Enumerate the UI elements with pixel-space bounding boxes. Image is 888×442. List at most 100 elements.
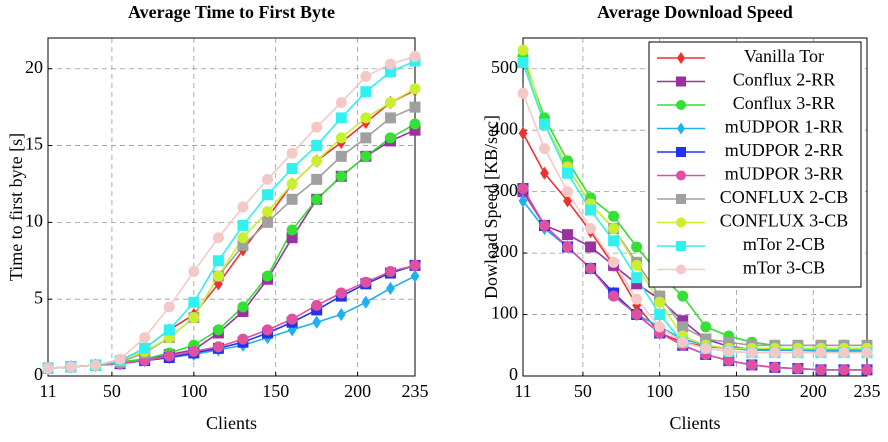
x-tick-label: 235 [402,381,429,401]
x-tick-label: 11 [514,381,531,401]
marker [700,342,712,354]
marker [631,309,643,321]
marker [286,224,298,236]
x-tick-label: 235 [854,381,881,401]
marker [723,345,735,357]
marker [409,101,421,113]
marker [539,118,550,130]
marker [188,296,200,308]
marker [212,232,224,244]
marker [311,173,323,185]
y-tick-label: 20 [25,57,43,77]
marker [360,132,372,144]
series-line [522,93,867,354]
marker [746,359,758,371]
marker [654,321,666,333]
marker [838,347,850,359]
marker [361,295,371,309]
legend-marker [676,76,686,87]
legend-marker [676,241,686,251]
y-tick-label: 500 [491,57,518,77]
marker [90,359,102,371]
marker [286,178,298,190]
series-line [47,129,416,370]
y-tick-label: 15 [25,134,43,154]
marker [311,299,323,311]
marker [540,166,549,180]
marker [654,290,666,302]
marker [631,241,643,253]
x-tick-label: 200 [344,381,371,401]
x-tick-label: 50 [574,381,592,401]
marker [654,309,666,321]
marker [237,219,249,231]
marker [539,219,550,231]
marker [585,241,597,253]
marker [769,347,781,359]
marker [518,126,528,140]
legend-label: mUDPOR 2-RR [725,140,844,160]
marker [262,216,274,228]
legend-marker [677,122,685,135]
x-tick-label: 150 [723,381,750,401]
marker [585,223,597,235]
legend-label: CONFLUX 2-CB [720,187,849,207]
marker [384,58,396,70]
marker [861,347,873,359]
marker [409,124,421,136]
marker [212,324,224,336]
y-tick-label: 5 [34,287,43,307]
series-line [47,88,416,370]
marker [262,270,274,282]
legend-label: Conflux 2-RR [733,70,836,90]
marker [286,232,298,244]
y-axis-label: Time to first byte [s] [6,133,26,281]
marker [631,293,643,305]
marker [700,321,712,333]
marker [335,112,347,124]
marker [237,232,249,244]
marker [188,345,200,357]
legend-marker [676,194,686,204]
y-tick-label: 10 [25,210,43,230]
y-tick-label: 400 [491,118,518,138]
marker [608,223,620,235]
marker [163,324,175,336]
marker [384,266,396,278]
marker [311,193,323,205]
x-axis-label: Clients [206,413,257,433]
marker [562,229,574,241]
legend-marker [677,52,685,64]
marker [654,296,666,308]
marker [631,259,643,271]
marker [677,315,689,327]
marker [409,83,421,95]
marker [677,336,689,348]
marker [746,347,758,359]
y-tick-label: 100 [491,303,518,323]
plot-frame [47,37,416,377]
marker [336,307,346,322]
legend-label: mTor 2-CB [743,234,825,254]
legend-label: mUDPOR 3-RR [725,164,844,184]
marker [360,70,372,82]
series-line [47,89,416,370]
x-tick-label: 100 [180,381,207,401]
marker [539,143,550,155]
marker [360,276,372,288]
marker [723,336,735,348]
marker [262,189,274,201]
x-tick-label: 150 [262,381,289,401]
chart-title: Average Download Speed [597,2,793,22]
series-line [522,50,867,350]
marker [188,312,200,324]
marker [139,332,151,344]
marker [384,66,396,78]
y-tick-label: 300 [491,180,518,200]
marker [563,194,572,208]
legend-marker [676,170,686,181]
legend-label: CONFLUX 3-CB [720,211,849,231]
marker [237,201,249,213]
marker [286,163,298,175]
marker [608,235,620,247]
